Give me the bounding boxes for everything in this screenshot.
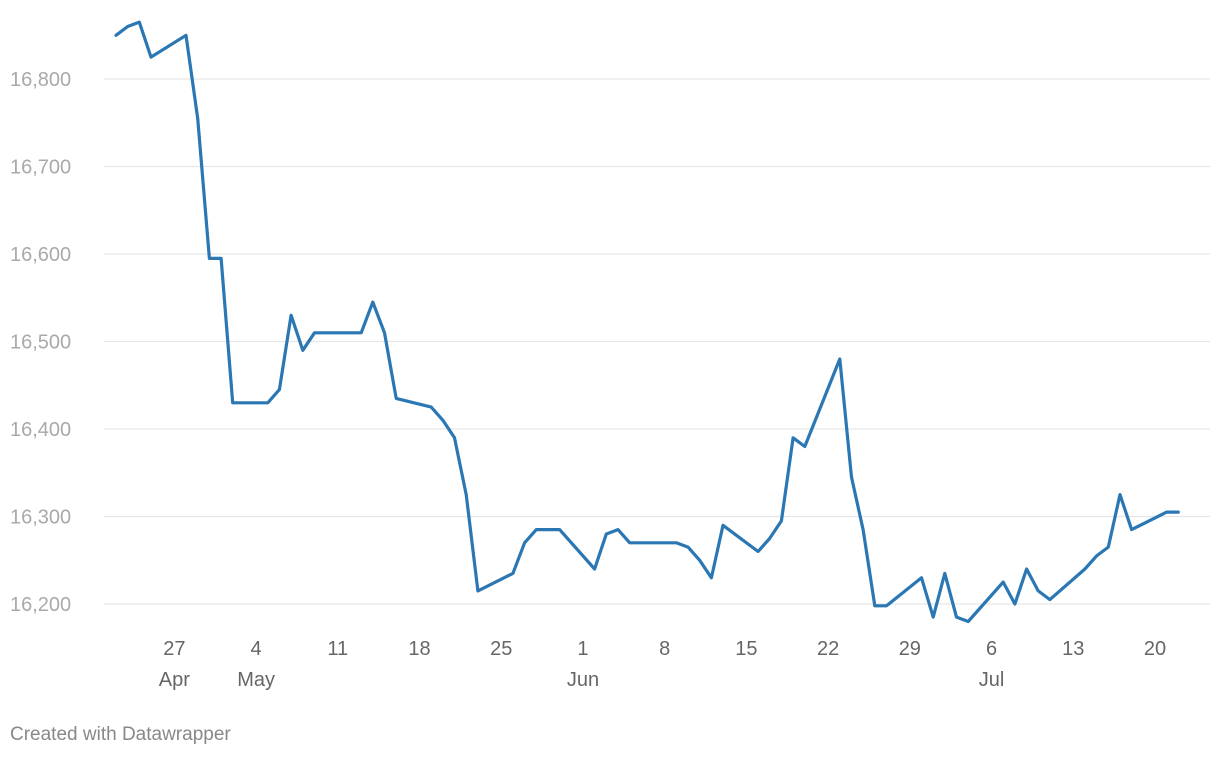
x-tick-label: 13 bbox=[1062, 638, 1084, 660]
x-month-label: Jul bbox=[979, 669, 1005, 691]
x-tick-label: 22 bbox=[817, 638, 839, 660]
x-tick-label: 8 bbox=[659, 638, 670, 660]
x-tick-label: 27 bbox=[163, 638, 185, 660]
x-tick-label: 1 bbox=[577, 638, 588, 660]
y-tick-label: 16,700 bbox=[10, 157, 71, 179]
x-month-label: May bbox=[237, 669, 275, 691]
y-gridlines bbox=[104, 78, 1210, 605]
x-tick-label: 11 bbox=[327, 638, 348, 660]
series-line-0 bbox=[114, 20, 1180, 624]
chart-credit: Created with Datawrapper bbox=[10, 724, 231, 745]
x-month-label: Jun bbox=[567, 669, 599, 691]
y-axis-tick-labels: 16,200 16,300 16,400 16,500 16,600 16,700 16,8… bbox=[10, 69, 71, 616]
y-tick-label: 16,300 bbox=[10, 507, 71, 529]
x-tick-label: 18 bbox=[408, 638, 430, 660]
x-tick-label: 29 bbox=[899, 638, 921, 660]
series-group bbox=[114, 20, 1180, 624]
y-tick-label: 16,400 bbox=[10, 419, 71, 441]
x-tick-label: 4 bbox=[251, 638, 262, 660]
y-tick-label: 16,800 bbox=[10, 69, 71, 91]
x-tick-label: 25 bbox=[490, 638, 512, 660]
y-tick-label: 16,200 bbox=[10, 594, 71, 616]
x-tick-label: 15 bbox=[735, 638, 757, 660]
x-tick-label: 20 bbox=[1144, 638, 1166, 660]
x-axis-tick-labels: 27 Apr 4 May 11 18 25 1 Jun 8 15 22 29 6 Jul 13 20 bbox=[159, 638, 1166, 691]
x-month-label: Apr bbox=[159, 669, 190, 691]
x-tick-label: 6 bbox=[986, 638, 997, 660]
y-tick-label: 16,500 bbox=[10, 332, 71, 354]
y-tick-label: 16,600 bbox=[10, 244, 71, 266]
